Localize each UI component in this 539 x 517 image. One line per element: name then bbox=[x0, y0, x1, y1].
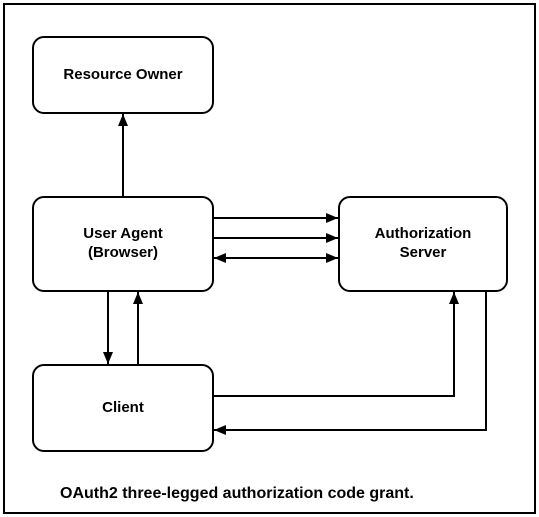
diagram-canvas: Resource Owner User Agent(Browser) Autho… bbox=[0, 0, 539, 517]
node-label: User Agent(Browser) bbox=[83, 225, 162, 263]
node-label: Client bbox=[102, 399, 144, 418]
node-client: Client bbox=[32, 364, 214, 452]
caption-text: OAuth2 three-legged authorization code g… bbox=[60, 485, 414, 502]
node-user-agent: User Agent(Browser) bbox=[32, 196, 214, 292]
node-label: AuthorizationServer bbox=[375, 225, 472, 263]
diagram-caption: OAuth2 three-legged authorization code g… bbox=[60, 485, 414, 503]
node-label: Resource Owner bbox=[63, 66, 182, 85]
node-authorization-server: AuthorizationServer bbox=[338, 196, 508, 292]
node-resource-owner: Resource Owner bbox=[32, 36, 214, 114]
